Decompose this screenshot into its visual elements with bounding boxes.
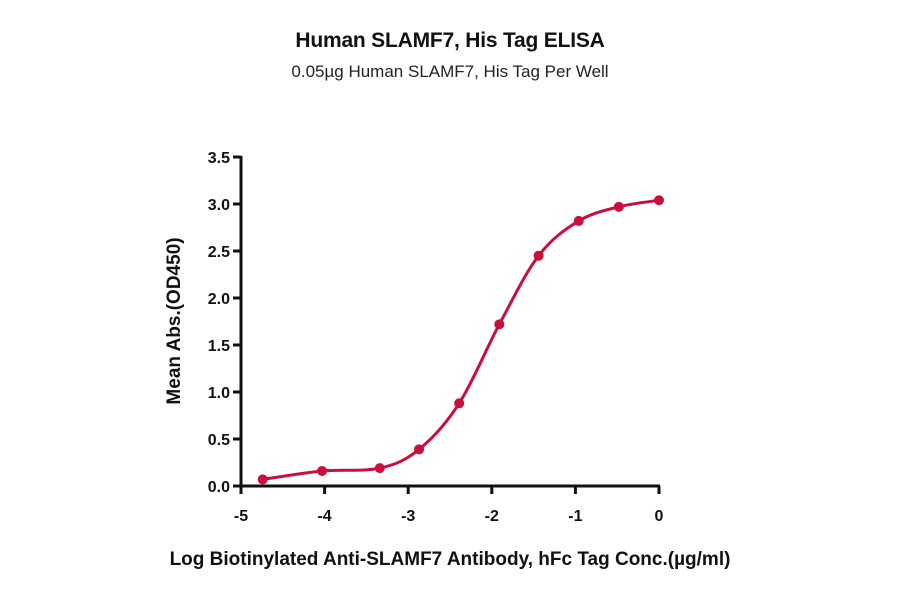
x-tick-label: -3	[401, 508, 415, 525]
axes: -5 -4 -3 -2 -1 0 0.0 0.5 1.0 1.5 2.0 2.5 3.0 3.5	[208, 150, 664, 525]
chart-title: Human SLAMF7, His Tag ELISA	[295, 29, 605, 52]
y-tick-label: 0.5	[208, 432, 230, 449]
fitted-curve	[261, 198, 661, 481]
x-tick-label: 0	[655, 508, 664, 525]
data-point-marker	[257, 474, 268, 485]
data-point-marker	[454, 398, 465, 409]
chart-subtitle: 0.05µg Human SLAMF7, His Tag Per Well	[291, 62, 609, 81]
data-point-marker	[573, 215, 584, 226]
y-tick-label: 2.5	[208, 244, 230, 261]
data-point-marker	[494, 319, 505, 330]
curve-line	[261, 198, 661, 481]
data-point-marker	[533, 250, 544, 261]
data-point-marker	[317, 465, 328, 476]
data-point-marker	[374, 463, 385, 474]
x-tick-label: -4	[317, 508, 331, 525]
y-axis-title: Mean Abs.(OD450)	[164, 237, 185, 404]
y-tick-label: 3.0	[208, 197, 230, 214]
y-tick-label: 1.0	[208, 385, 230, 402]
x-tick-label: -1	[568, 508, 582, 525]
x-axis-title: Log Biotinylated Anti-SLAMF7 Antibody, h…	[170, 549, 731, 570]
x-tick-label: -5	[234, 508, 248, 525]
y-tick-label: 2.0	[208, 291, 230, 308]
data-point-marker	[613, 201, 624, 212]
data-points	[257, 195, 664, 485]
y-tick-label: 1.5	[208, 338, 230, 355]
data-point-marker	[414, 444, 425, 455]
x-tick-label: -2	[485, 508, 499, 525]
y-tick-label: 0.0	[208, 479, 230, 496]
data-point-marker	[654, 195, 664, 206]
y-tick-label: 3.5	[208, 150, 230, 167]
